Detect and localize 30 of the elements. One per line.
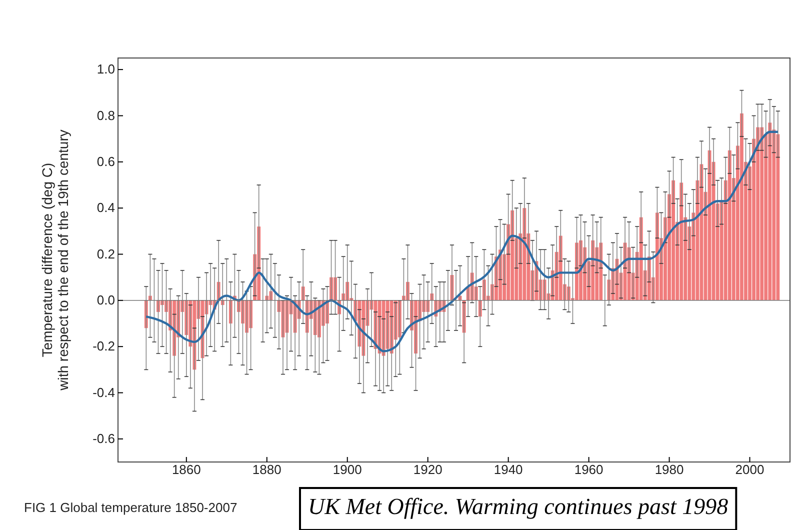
text: UK Met Office. Warming continues past 1998 xyxy=(308,494,729,519)
y-tick-label: 0.4 xyxy=(96,200,115,216)
y-tick-label: 0.0 xyxy=(96,292,115,308)
y-axis-title: Temperature difference (deg C) with respect to the end of the 19th century xyxy=(39,130,71,392)
bar xyxy=(591,240,595,300)
y-tick-label: 1.0 xyxy=(96,62,115,77)
bar xyxy=(768,122,772,300)
x-tick-label: 2000 xyxy=(735,462,764,478)
x-tick-label: 1860 xyxy=(172,462,201,478)
y-tick-label: 0.2 xyxy=(96,246,115,262)
y-tick-label: 0.6 xyxy=(96,154,115,170)
bar xyxy=(740,113,744,300)
x-tick-label: 1880 xyxy=(252,462,282,478)
x-tick-label: 1940 xyxy=(494,462,523,478)
y-tick-label: -0.6 xyxy=(92,431,115,446)
x-tick-label: 1900 xyxy=(332,462,362,478)
bar xyxy=(510,210,514,300)
caption: FIG 1 Global temperature 1850-2007 xyxy=(24,500,238,515)
bar xyxy=(672,180,676,300)
line-series xyxy=(145,130,780,352)
x-tick-label: 1960 xyxy=(574,462,604,478)
bar xyxy=(760,127,764,300)
x-tick-label: 1980 xyxy=(654,462,684,478)
y-tick-label: 0.8 xyxy=(96,108,115,123)
bar xyxy=(680,182,684,300)
y-tick-label: -0.2 xyxy=(92,338,115,354)
bar xyxy=(756,127,760,300)
x-tick-label: 1920 xyxy=(413,462,442,478)
bar xyxy=(728,150,732,300)
y-tick-label: -0.4 xyxy=(92,384,115,400)
